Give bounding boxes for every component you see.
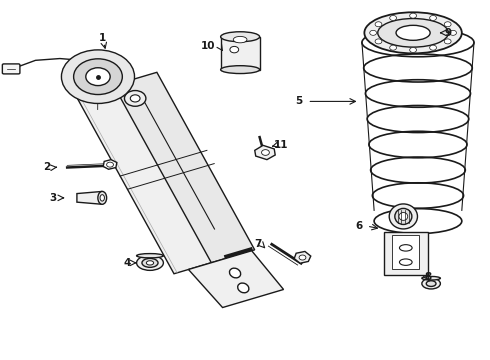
Circle shape [410, 13, 416, 18]
Circle shape [450, 30, 457, 35]
Ellipse shape [422, 276, 441, 280]
Text: 7: 7 [254, 239, 262, 249]
Circle shape [375, 22, 382, 27]
Circle shape [61, 50, 135, 103]
Text: 10: 10 [201, 41, 216, 51]
Polygon shape [77, 192, 102, 204]
Text: 4: 4 [123, 258, 131, 268]
Circle shape [86, 68, 110, 86]
Ellipse shape [378, 18, 448, 47]
Text: 6: 6 [356, 221, 363, 231]
Polygon shape [220, 37, 260, 69]
Circle shape [101, 68, 111, 75]
Polygon shape [114, 72, 255, 263]
Ellipse shape [399, 259, 412, 265]
Ellipse shape [229, 268, 241, 278]
Ellipse shape [399, 245, 412, 251]
Circle shape [299, 255, 306, 260]
Circle shape [430, 45, 437, 50]
Text: 8: 8 [424, 272, 431, 282]
Circle shape [130, 95, 140, 102]
Circle shape [410, 48, 416, 53]
Circle shape [107, 162, 114, 167]
Ellipse shape [233, 36, 247, 43]
Polygon shape [189, 251, 284, 307]
Circle shape [444, 22, 451, 27]
Ellipse shape [389, 204, 417, 229]
Ellipse shape [422, 278, 441, 289]
Text: 3: 3 [49, 193, 56, 203]
Ellipse shape [426, 281, 436, 287]
Polygon shape [255, 145, 275, 159]
Polygon shape [392, 235, 419, 269]
Polygon shape [294, 251, 311, 263]
Ellipse shape [396, 25, 430, 40]
Ellipse shape [238, 283, 249, 293]
Ellipse shape [220, 32, 260, 42]
Text: 9: 9 [444, 28, 451, 38]
Ellipse shape [142, 258, 158, 267]
Circle shape [390, 45, 396, 50]
Ellipse shape [399, 212, 408, 220]
Circle shape [375, 39, 382, 44]
FancyBboxPatch shape [2, 64, 20, 74]
Ellipse shape [220, 66, 260, 73]
Circle shape [390, 15, 396, 21]
Ellipse shape [137, 253, 163, 258]
Ellipse shape [137, 255, 163, 270]
Polygon shape [103, 159, 117, 169]
Polygon shape [70, 68, 230, 274]
Circle shape [74, 59, 122, 95]
Circle shape [370, 30, 376, 35]
Ellipse shape [365, 12, 462, 53]
Text: 5: 5 [295, 96, 302, 107]
Circle shape [430, 15, 437, 21]
Circle shape [230, 46, 239, 53]
Circle shape [124, 91, 146, 106]
Circle shape [262, 150, 270, 156]
Text: 1: 1 [98, 33, 106, 43]
Ellipse shape [147, 261, 154, 265]
Ellipse shape [395, 208, 412, 225]
Polygon shape [384, 232, 428, 275]
Text: 11: 11 [274, 140, 289, 150]
Circle shape [444, 39, 451, 44]
Text: 2: 2 [43, 162, 50, 172]
Ellipse shape [98, 192, 107, 204]
Ellipse shape [100, 195, 104, 201]
